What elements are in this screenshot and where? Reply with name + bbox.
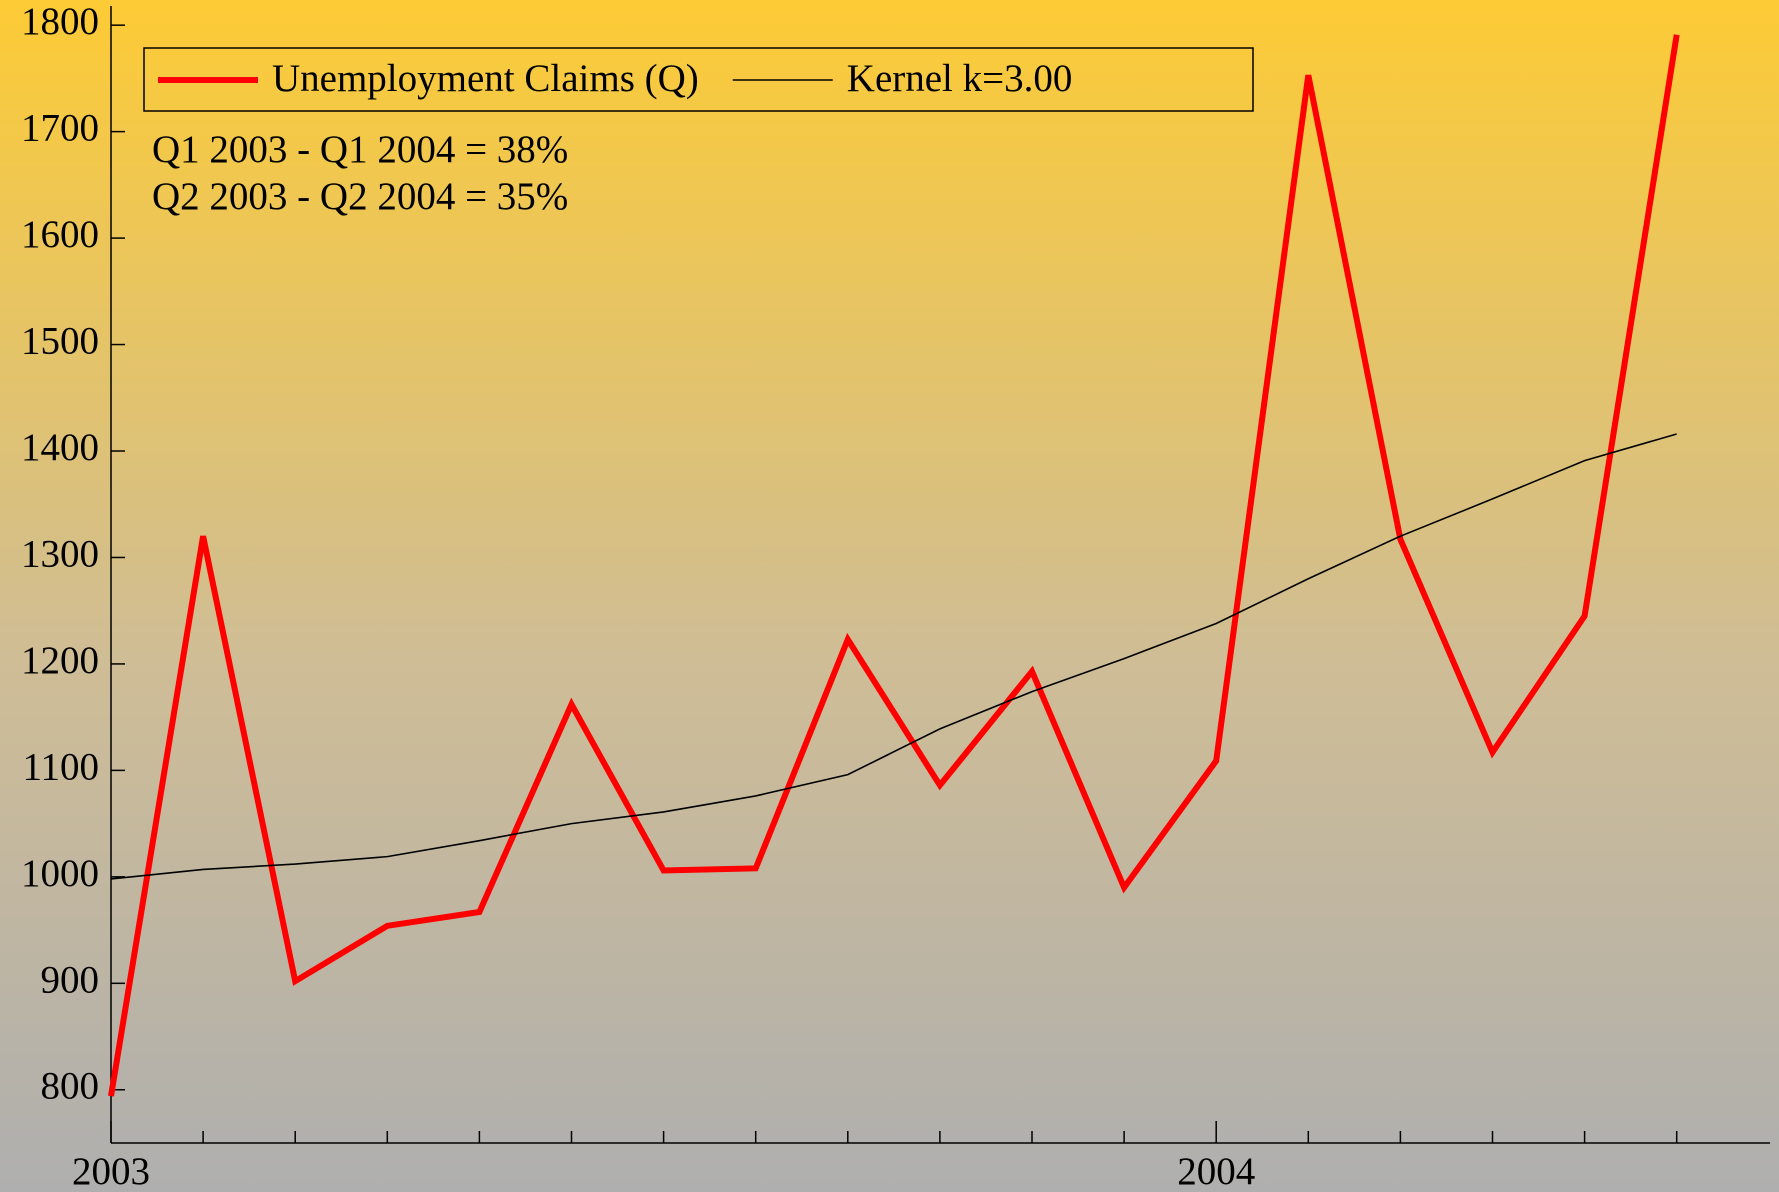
annotation: Q2 2003 - Q2 2004 = 35% [152,175,568,218]
y-tick-label: 1700 [21,107,99,150]
x-tick-label: 2003 [72,1150,150,1192]
line-series [108,34,1680,1097]
y-tick-label: 1300 [21,532,99,575]
legend-box [143,47,1254,112]
y-tick-label: 1800 [21,0,99,43]
y-tick-label: 1600 [21,213,99,256]
x-tick-label: 2004 [1177,1150,1255,1192]
y-tick-label: 800 [41,1065,100,1108]
legend-label: Unemployment Claims (Q) [272,57,699,100]
y-tick-label: 1100 [22,745,99,788]
y-tick-label: 1500 [21,319,99,362]
y-tick-label: 1000 [21,852,99,895]
annotation: Q1 2003 - Q1 2004 = 38% [152,128,568,171]
y-tick-label: 1200 [21,639,99,682]
y-tick-label: 1400 [21,426,99,469]
y-tick-label: 900 [41,958,100,1001]
line-series [110,433,1677,880]
legend-label: Kernel k=3.00 [847,57,1073,100]
